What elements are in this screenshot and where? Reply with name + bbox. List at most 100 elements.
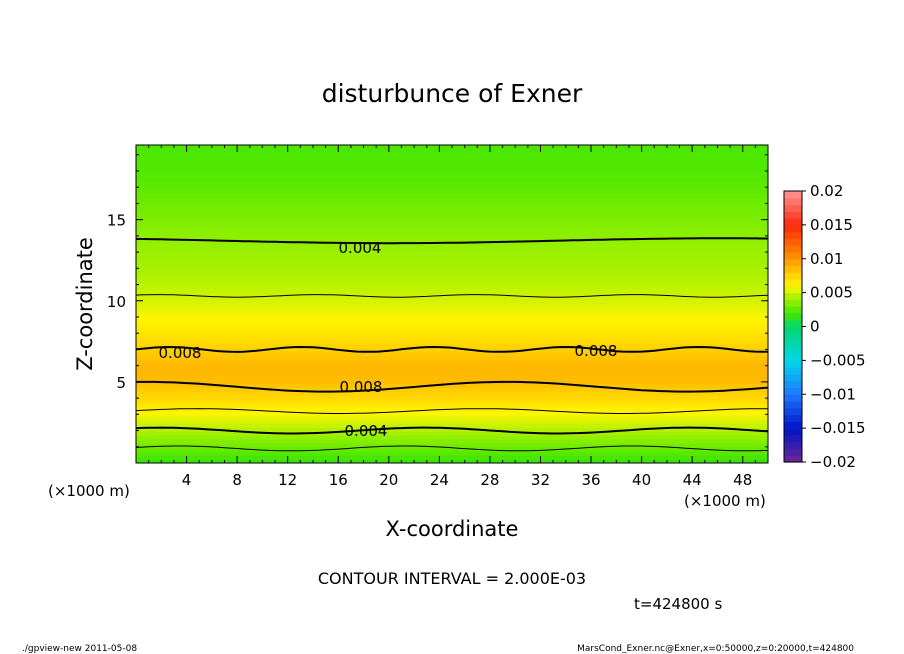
heatmap-cell [136, 287, 768, 293]
contour-line [136, 445, 768, 452]
heatmap-cell [136, 454, 768, 460]
colorbar-swatch [784, 353, 802, 361]
colorbar-tick-label: −0.01 [810, 385, 856, 403]
colorbar-swatch [784, 360, 802, 368]
heatmap-cell [136, 386, 768, 392]
footer-left: ./gpview-new 2011-05-08 [22, 644, 137, 654]
x-unit-label-right: (×1000 m) [684, 492, 766, 510]
x-tick-label: 16 [329, 471, 348, 489]
y-tick-label: 15 [107, 212, 126, 230]
heatmap-cell [136, 192, 768, 198]
heatmap-cell [136, 160, 768, 166]
colorbar-swatch [784, 224, 802, 233]
colorbar-swatch [784, 245, 802, 253]
heatmap-cell [136, 188, 768, 194]
heatmap-cell [136, 323, 768, 329]
heatmap-cell [136, 295, 768, 301]
x-tick-label: 24 [430, 471, 449, 489]
heatmap-cell [136, 224, 768, 229]
heatmap-cell [136, 379, 768, 384]
colorbar-tick-label: 0.01 [810, 250, 843, 268]
heatmap-cell [136, 315, 768, 321]
colorbar-swatch [784, 238, 802, 246]
colorbar-swatch [784, 448, 802, 456]
colorbar-tick-label: 0.02 [810, 182, 843, 200]
colorbar [783, 190, 803, 463]
colorbar-swatch [784, 292, 802, 300]
heatmap-cell [136, 359, 768, 365]
x-tick-label: 32 [531, 471, 550, 489]
contour-label: 0.004 [345, 422, 388, 440]
colorbar-swatch [784, 231, 802, 240]
footer-right: MarsCond_Exner.nc@Exner,x=0:50000,z=0:20… [577, 644, 854, 654]
heatmap-cell [136, 307, 768, 313]
heatmap-cell [136, 402, 768, 408]
y-tick-label: 10 [107, 293, 126, 311]
colorbar-swatch [784, 455, 802, 463]
colorbar-tick-label: 0.015 [810, 216, 853, 234]
x-axis: 4 8 12 16 20 24 28 32 36 40 44 48 [148, 145, 756, 489]
time-text: t=424800 s [634, 595, 722, 613]
heatmap-cell [136, 335, 768, 341]
heatmap-cell [136, 176, 768, 182]
heatmap-cell [136, 438, 768, 444]
colorbar-swatch [784, 367, 802, 375]
x-tick-label: 20 [379, 471, 398, 489]
contour-label: 0.008 [340, 378, 383, 396]
y-axis: 5 10 15 [107, 154, 768, 448]
heatmap-cell [136, 168, 768, 174]
heatmap-cell [136, 164, 768, 170]
x-tick-label: 36 [581, 471, 600, 489]
colorbar-swatch [784, 251, 802, 260]
heatmap-cell [136, 235, 768, 241]
heatmap-cell [136, 184, 768, 190]
contour-label: 0.008 [575, 342, 618, 360]
contour-line [136, 380, 768, 393]
heatmap-cell [136, 196, 768, 202]
contour-lines [136, 237, 768, 452]
x-tick-label: 4 [182, 471, 192, 489]
colorbar-swatch [784, 346, 802, 355]
heatmap-cell [136, 279, 768, 285]
colorbar-swatch [784, 333, 802, 341]
heatmap-cell [136, 220, 768, 225]
heatmap-cell [136, 410, 768, 416]
heatmap-cell [136, 355, 768, 361]
heatmap-cell [136, 172, 768, 178]
heatmap-cell [136, 351, 768, 357]
heatmap-cell [136, 426, 768, 432]
heatmap-cell [136, 243, 768, 249]
heatmap-cell [136, 267, 768, 273]
x-unit-label-left: (×1000 m) [48, 482, 130, 500]
heatmap-cell [136, 390, 768, 396]
heatmap-cell [136, 148, 768, 154]
x-tick-label: 44 [683, 471, 702, 489]
heatmap-cell [136, 371, 768, 377]
heatmap-cell [136, 450, 768, 456]
plot-area [136, 145, 768, 463]
colorbar-tick-label: −0.005 [810, 351, 866, 369]
colorbar-swatch [784, 441, 802, 450]
x-tick-label: 28 [480, 471, 499, 489]
colorbar-swatch [784, 380, 802, 389]
heatmap-cell [136, 383, 768, 388]
heatmap-cell [136, 231, 768, 237]
heatmap-cell [136, 291, 768, 297]
heatmap-cell [136, 375, 768, 381]
x-tick-label: 48 [733, 471, 752, 489]
heatmap-cell [136, 343, 768, 349]
colorbar-swatch [784, 306, 802, 314]
colorbar-swatch [784, 211, 802, 219]
heatmap-cell [136, 283, 768, 289]
heatmap-cell [136, 430, 768, 436]
colorbar-swatch [784, 279, 802, 287]
heatmap-cell [136, 271, 768, 277]
heatmap-cell [136, 152, 768, 158]
colorbar-swatch [784, 428, 802, 436]
heatmap-cell [136, 247, 768, 253]
contour-label: 0.008 [159, 344, 202, 362]
colorbar-tick-label: −0.02 [810, 453, 856, 471]
x-tick-label: 8 [232, 471, 242, 489]
colorbar-swatch [784, 414, 802, 422]
contour-line [136, 426, 768, 435]
